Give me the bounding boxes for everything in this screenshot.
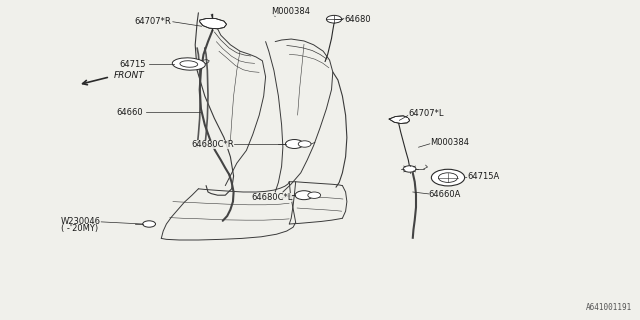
Text: 64715A: 64715A (467, 172, 499, 181)
Text: ( -'20MY): ( -'20MY) (61, 224, 98, 233)
Ellipse shape (180, 61, 198, 67)
Circle shape (431, 169, 465, 186)
Circle shape (308, 192, 321, 198)
Text: 64660A: 64660A (429, 190, 461, 199)
Circle shape (285, 140, 303, 148)
Text: 64680C*R: 64680C*R (191, 140, 234, 148)
Text: M000384: M000384 (430, 138, 469, 147)
Text: 64707*R: 64707*R (135, 17, 172, 26)
Text: A641001191: A641001191 (586, 303, 632, 312)
Circle shape (295, 191, 313, 200)
Text: 64680: 64680 (344, 15, 371, 24)
Text: 64680C*L: 64680C*L (251, 193, 292, 202)
Circle shape (438, 173, 458, 182)
Text: 64660: 64660 (116, 108, 143, 116)
Text: 64715: 64715 (120, 60, 146, 68)
Circle shape (326, 15, 342, 23)
Text: 64707*L: 64707*L (408, 109, 444, 118)
Ellipse shape (172, 58, 205, 70)
Circle shape (403, 166, 416, 172)
Circle shape (143, 221, 156, 227)
Text: FRONT: FRONT (114, 71, 145, 80)
Polygon shape (200, 19, 227, 29)
Text: M000384: M000384 (271, 7, 310, 16)
Text: W230046: W230046 (61, 217, 101, 226)
Polygon shape (389, 116, 410, 124)
Circle shape (298, 141, 311, 147)
